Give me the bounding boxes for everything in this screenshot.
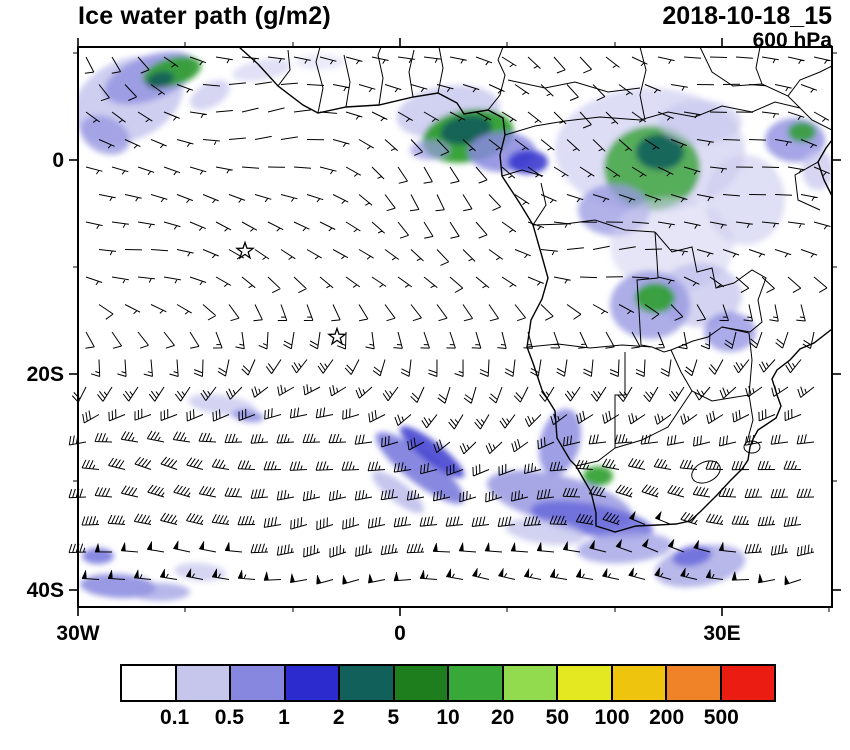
colorbar-cell bbox=[285, 666, 340, 700]
colorbar-tick-label: 2 bbox=[332, 706, 345, 729]
colorbar-tick-label: 1 bbox=[278, 706, 290, 729]
colorbar-cell bbox=[340, 666, 395, 700]
x-tick-label: 30W bbox=[56, 622, 99, 645]
colorbar-cell bbox=[394, 666, 449, 700]
colorbar-tick-label: 5 bbox=[387, 706, 400, 729]
colorbar-tick-label: 50 bbox=[545, 706, 569, 729]
colorbar-cell bbox=[176, 666, 231, 700]
colorbar-cell bbox=[231, 666, 286, 700]
colorbar-tick-label: 0.1 bbox=[160, 706, 190, 729]
colorbar-tick-label: 0.5 bbox=[214, 706, 244, 729]
colorbar-cell bbox=[721, 666, 774, 700]
axis-minor-ticks bbox=[73, 42, 837, 612]
star-marker bbox=[235, 240, 255, 260]
colorbar bbox=[120, 664, 776, 702]
y-tick-label: 0 bbox=[52, 149, 64, 172]
colorbar-tick-label: 500 bbox=[703, 706, 739, 729]
colorbar-cell bbox=[122, 666, 177, 700]
colorbar-cell bbox=[503, 666, 558, 700]
colorbar-cell bbox=[612, 666, 667, 700]
star-marker bbox=[327, 326, 347, 346]
x-tick-label: 30E bbox=[703, 622, 740, 645]
y-tick-label: 40S bbox=[27, 579, 64, 602]
coastline bbox=[238, 47, 832, 533]
colorbar-cell bbox=[449, 666, 504, 700]
x-tick-label: 0 bbox=[394, 622, 406, 645]
axis-ticks bbox=[69, 38, 841, 616]
map-frame bbox=[77, 46, 833, 608]
colorbar-tick-label: 100 bbox=[594, 706, 630, 729]
colorbar-tick-label: 200 bbox=[649, 706, 685, 729]
colorbar-cell bbox=[667, 666, 722, 700]
wind-barbs-layer bbox=[68, 56, 831, 586]
figure-datetime: 2018-10-18_15 bbox=[662, 2, 832, 30]
y-tick-label: 20S bbox=[27, 363, 64, 386]
colorbar-tick-label: 10 bbox=[436, 706, 460, 729]
colorbar-cell bbox=[558, 666, 613, 700]
colorbar-tick-label: 20 bbox=[490, 706, 515, 729]
figure-title: Ice water path (g/m2) bbox=[78, 2, 331, 30]
star-markers bbox=[235, 240, 347, 346]
